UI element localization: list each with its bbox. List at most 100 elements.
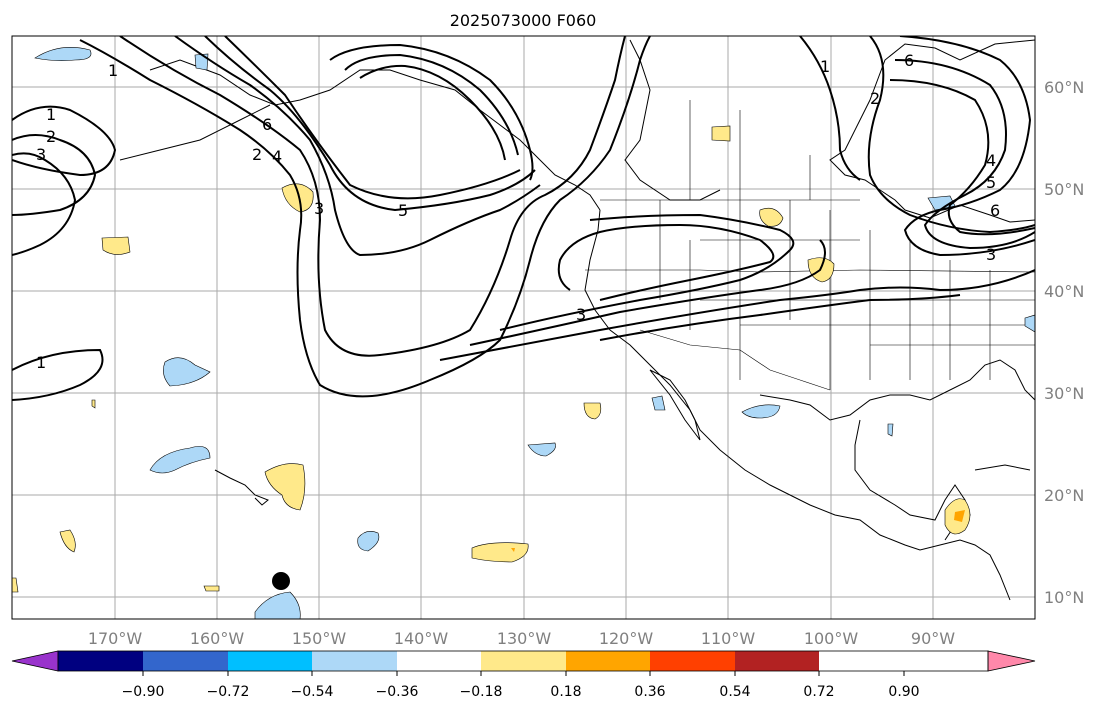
contour-7 bbox=[344, 53, 519, 156]
colorbar-segment bbox=[735, 651, 819, 671]
pos-area bbox=[471, 542, 529, 563]
contour-label: 2 bbox=[252, 145, 262, 164]
contour-e-5 bbox=[799, 36, 861, 181]
latitude-label: 30°N bbox=[1044, 384, 1084, 403]
contour-label: 3 bbox=[314, 199, 324, 218]
contour-label: 4 bbox=[272, 147, 282, 166]
us-mexico-border bbox=[639, 329, 831, 391]
pos-strong-area bbox=[511, 548, 515, 552]
contour-w-2 bbox=[12, 134, 97, 216]
map-panel: 1 1 2 3 1 2 4 6 3 5 3 1 2 4 5 6 3 6 bbox=[11, 35, 1036, 620]
longitude-label: 130°W bbox=[497, 629, 552, 648]
contour-3 bbox=[174, 36, 541, 257]
contour-w-4 bbox=[12, 348, 104, 401]
colorbar-segment bbox=[58, 651, 143, 671]
colorbar-extend-high bbox=[987, 650, 1036, 672]
colorbar-tick-label: 0.72 bbox=[803, 684, 834, 700]
contour-label: 2 bbox=[46, 127, 56, 146]
neg-area bbox=[149, 446, 211, 474]
contour-label: 1 bbox=[108, 61, 118, 80]
latitude-label: 10°N bbox=[1044, 588, 1084, 607]
contour-label: 2 bbox=[870, 89, 880, 108]
pos-area bbox=[101, 236, 131, 255]
colorbar-ticks: −0.90 −0.72 −0.54 −0.36 −0.18 0.18 0.36 … bbox=[122, 671, 920, 700]
latitude-label: 20°N bbox=[1044, 486, 1084, 505]
contour-label: 6 bbox=[262, 115, 272, 134]
neg-area bbox=[741, 404, 781, 419]
contour-ca-1 bbox=[557, 223, 775, 301]
colorbar-segment bbox=[481, 651, 566, 671]
contour-label: 1 bbox=[46, 105, 56, 124]
colorbar-segment bbox=[312, 651, 397, 671]
colorbar-tick-label: 0.36 bbox=[634, 684, 665, 700]
pos-area bbox=[59, 529, 76, 553]
contour-label: 1 bbox=[36, 353, 46, 372]
colorbar-segment bbox=[566, 651, 650, 671]
contour-e-4 bbox=[889, 79, 1035, 236]
latitude-axis: 60°N 50°N 40°N 30°N 20°N 10°N bbox=[1044, 78, 1084, 607]
latitude-label: 50°N bbox=[1044, 180, 1084, 199]
pos-area bbox=[264, 463, 306, 511]
colorbar-extend-low bbox=[11, 650, 59, 672]
contour-ca-5 bbox=[599, 294, 961, 341]
contour-label: 6 bbox=[904, 51, 914, 70]
contour-label: 4 bbox=[986, 151, 996, 170]
longitude-label: 140°W bbox=[394, 629, 449, 648]
contour-ca-4 bbox=[439, 269, 1035, 361]
contour-label: 5 bbox=[398, 201, 408, 220]
pos-area bbox=[281, 183, 314, 213]
contour-6 bbox=[329, 43, 534, 181]
colorbar-tick-label: −0.18 bbox=[460, 684, 503, 700]
contour-label-group: 1 1 2 3 1 2 4 6 3 5 3 1 2 4 5 6 3 6 bbox=[36, 51, 1000, 372]
contour-label: 3 bbox=[986, 245, 996, 264]
contour-label: 6 bbox=[990, 201, 1000, 220]
neg-area bbox=[254, 591, 301, 619]
longitude-label: 170°W bbox=[88, 629, 143, 648]
colorbar-segment bbox=[228, 651, 312, 671]
aleutian-islands bbox=[119, 104, 271, 161]
longitude-label: 120°W bbox=[599, 629, 654, 648]
latitude-label: 40°N bbox=[1044, 282, 1084, 301]
strong-positive-shading bbox=[511, 510, 965, 552]
neg-area bbox=[651, 395, 666, 411]
contour-lines bbox=[12, 36, 1035, 401]
map-frame bbox=[11, 35, 1036, 620]
neg-area bbox=[887, 423, 894, 437]
colorbar-tick-label: −0.36 bbox=[376, 684, 419, 700]
contour-e-3 bbox=[894, 59, 1035, 250]
contour-w-1 bbox=[12, 105, 117, 177]
colorbar-tick-label: 0.90 bbox=[888, 684, 919, 700]
pos-area bbox=[91, 399, 96, 409]
colorbar: −0.90 −0.72 −0.54 −0.36 −0.18 0.18 0.36 … bbox=[11, 650, 1036, 700]
pos-area bbox=[711, 125, 731, 142]
contour-label: 1 bbox=[820, 57, 830, 76]
contour-5 bbox=[224, 36, 521, 200]
colorbar-tick-label: −0.72 bbox=[207, 684, 250, 700]
latitude-label: 60°N bbox=[1044, 78, 1084, 97]
longitude-label: 160°W bbox=[190, 629, 245, 648]
contour-outer bbox=[79, 36, 651, 398]
colorbar-tick-label: −0.90 bbox=[122, 684, 165, 700]
colorbar-frame bbox=[57, 650, 989, 672]
colorbar-tick-label: −0.54 bbox=[291, 684, 334, 700]
pos-strong-area bbox=[954, 510, 965, 522]
contour-label: 5 bbox=[986, 173, 996, 192]
contour-w-3 bbox=[12, 152, 77, 256]
alaska-coast bbox=[149, 59, 601, 211]
neg-area bbox=[194, 53, 209, 71]
cuba bbox=[974, 464, 1031, 471]
neg-area bbox=[1024, 314, 1035, 333]
pos-area bbox=[583, 402, 602, 420]
contour-ca-3 bbox=[469, 239, 826, 346]
neg-area bbox=[163, 357, 211, 387]
baja-california bbox=[649, 369, 701, 441]
colorbar-tick-label: 0.54 bbox=[719, 684, 750, 700]
colorbar-tick-label: 0.18 bbox=[550, 684, 581, 700]
longitude-label: 90°W bbox=[911, 629, 955, 648]
colorbar-segment bbox=[143, 651, 228, 671]
contour-label: 3 bbox=[576, 305, 586, 324]
hawaii-islands bbox=[214, 469, 269, 506]
map-title: 2025073000 F060 bbox=[450, 11, 597, 30]
contour-4 bbox=[204, 36, 536, 212]
